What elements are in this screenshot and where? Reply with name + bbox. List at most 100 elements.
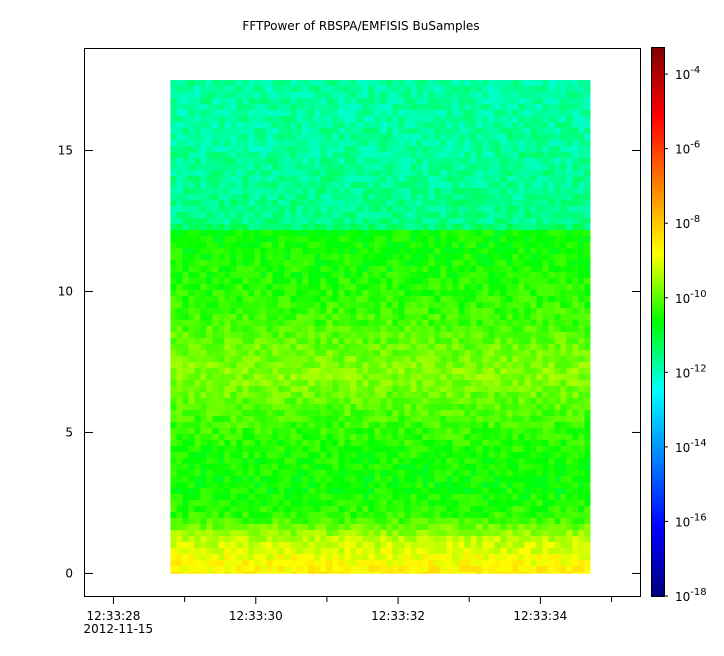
heatmap-cell (434, 374, 441, 381)
heatmap-cell (392, 128, 399, 135)
heatmap-cell (368, 92, 375, 99)
heatmap-cell (344, 344, 351, 351)
heatmap-cell (584, 296, 591, 303)
heatmap-cell (560, 110, 567, 117)
heatmap-cell (308, 332, 315, 339)
heatmap-cell (194, 482, 201, 489)
heatmap-cell (476, 290, 483, 297)
heatmap-cell (242, 188, 249, 195)
heatmap-cell (218, 128, 225, 135)
heatmap-cell (176, 86, 183, 93)
heatmap-cell (368, 260, 375, 267)
heatmap-cell (458, 182, 465, 189)
heatmap-cell (236, 236, 243, 243)
heatmap-cell (194, 134, 201, 141)
heatmap-cell (374, 86, 381, 93)
heatmap-cell (548, 500, 555, 507)
heatmap-cell (296, 356, 303, 363)
heatmap-cell (344, 422, 351, 429)
heatmap-cell (242, 272, 249, 279)
heatmap-cell (428, 86, 435, 93)
heatmap-cell (260, 98, 267, 105)
heatmap-cell (512, 410, 519, 417)
heatmap-cell (428, 302, 435, 309)
heatmap-cell (380, 380, 387, 387)
heatmap-cell (572, 326, 579, 333)
heatmap-cell (302, 392, 309, 399)
heatmap-cell (566, 236, 573, 243)
heatmap-cell (518, 218, 525, 225)
heatmap-cell (422, 320, 429, 327)
heatmap-cell (452, 404, 459, 411)
heatmap-cell (338, 458, 345, 465)
heatmap-cell (428, 440, 435, 447)
heatmap-cell (404, 464, 411, 471)
heatmap-cell (272, 272, 279, 279)
heatmap-cell (362, 110, 369, 117)
heatmap-cell (428, 464, 435, 471)
heatmap-cell (518, 230, 525, 237)
heatmap-cell (470, 212, 477, 219)
heatmap-cell (242, 182, 249, 189)
heatmap-cell (272, 104, 279, 111)
heatmap-cell (374, 266, 381, 273)
heatmap-cell (476, 218, 483, 225)
heatmap-cell (224, 266, 231, 273)
heatmap-cell (434, 206, 441, 213)
heatmap-cell (320, 410, 327, 417)
heatmap-cell (218, 254, 225, 261)
heatmap-cell (242, 458, 249, 465)
heatmap-cell (314, 440, 321, 447)
heatmap-cell (446, 236, 453, 243)
heatmap-cell (398, 296, 405, 303)
heatmap-cell (200, 266, 207, 273)
heatmap-cell (548, 86, 555, 93)
heatmap-cell (500, 320, 507, 327)
heatmap-cell (182, 302, 189, 309)
heatmap-cell (230, 338, 237, 345)
heatmap-cell (218, 458, 225, 465)
heatmap-cell (320, 200, 327, 207)
heatmap-cell (398, 500, 405, 507)
heatmap-cell (176, 404, 183, 411)
heatmap-cell (554, 140, 561, 147)
heatmap-cell (428, 320, 435, 327)
heatmap-cell (440, 392, 447, 399)
heatmap-cell (266, 380, 273, 387)
heatmap-cell (230, 284, 237, 291)
heatmap-cell (524, 476, 531, 483)
heatmap-cell (530, 230, 537, 237)
heatmap-cell (218, 194, 225, 201)
heatmap-cell (428, 164, 435, 171)
heatmap-cell (410, 230, 417, 237)
heatmap-cell (434, 260, 441, 267)
heatmap-cell (428, 194, 435, 201)
heatmap-cell (512, 464, 519, 471)
heatmap-cell (338, 434, 345, 441)
heatmap-cell (506, 362, 513, 369)
heatmap-cell (452, 80, 459, 87)
heatmap-cell (344, 170, 351, 177)
heatmap-cell (182, 158, 189, 165)
heatmap-cell (548, 464, 555, 471)
heatmap-cell (410, 212, 417, 219)
heatmap-cell (176, 494, 183, 501)
heatmap-cell (344, 146, 351, 153)
heatmap-cell (362, 446, 369, 453)
heatmap-cell (176, 398, 183, 405)
heatmap-cell (182, 470, 189, 477)
heatmap-cell (272, 470, 279, 477)
heatmap-cell (464, 392, 471, 399)
heatmap-cell (368, 302, 375, 309)
heatmap-cell (458, 470, 465, 477)
heatmap-cell (296, 404, 303, 411)
heatmap-cell (500, 260, 507, 267)
heatmap-cell (242, 140, 249, 147)
heatmap-cell (308, 236, 315, 243)
heatmap-cell (356, 458, 363, 465)
heatmap-cell (272, 374, 279, 381)
heatmap-cell (506, 464, 513, 471)
heatmap-cell (362, 434, 369, 441)
heatmap-cell (542, 398, 549, 405)
heatmap-cell (230, 158, 237, 165)
